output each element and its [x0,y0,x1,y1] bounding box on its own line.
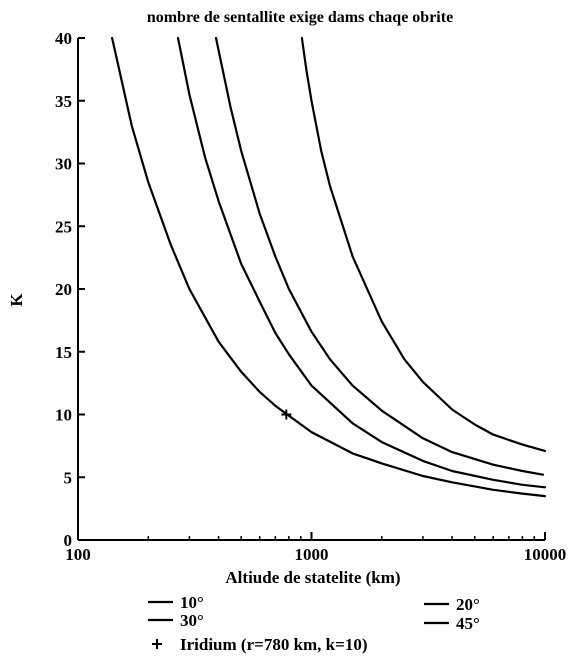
y-tick-label-40: 40 [55,29,72,48]
legend-label-iridium: Iridium (r=780 km, k=10) [180,635,368,654]
y-tick-label-30: 30 [55,155,72,174]
legend: 10° 20° 30° 45° Iridium (r=780 km, k=10) [148,593,480,654]
series-line-2 [214,36,545,476]
series-line-3 [300,36,547,452]
x-tick-label-10000: 10000 [524,545,567,564]
y-tick-label-5: 5 [64,468,73,487]
legend-label-0: 10° [180,593,204,612]
y-tick-label-15: 15 [55,343,72,362]
annotation-layer [281,409,292,420]
y-tick-label-25: 25 [55,217,72,236]
legend-label-1: 20° [456,595,480,614]
series-line-1 [176,36,547,489]
series-line-0 [110,36,547,498]
x-tick-label-100: 100 [65,545,91,564]
x-axis-label: Altiude de statelite (km) [225,568,400,587]
y-axis-label: K [7,293,26,307]
y-axis-ticks: 0 5 10 15 20 25 30 35 40 [55,29,85,550]
legend-label-3: 45° [456,614,480,633]
x-axis-ticks: 100 1000 10000 [65,532,566,564]
legend-marker-iridium [152,639,162,649]
legend-label-2: 30° [180,611,204,630]
plot-lines [110,36,547,498]
y-tick-label-0: 0 [64,531,73,550]
y-tick-label-10: 10 [55,406,72,425]
iridium-marker [281,409,292,420]
y-tick-label-35: 35 [55,92,72,111]
y-tick-label-20: 20 [55,280,72,299]
chart-title: nombre de sentallite exige dams chaqe ob… [147,9,453,26]
x-tick-label-1000: 1000 [295,545,329,564]
